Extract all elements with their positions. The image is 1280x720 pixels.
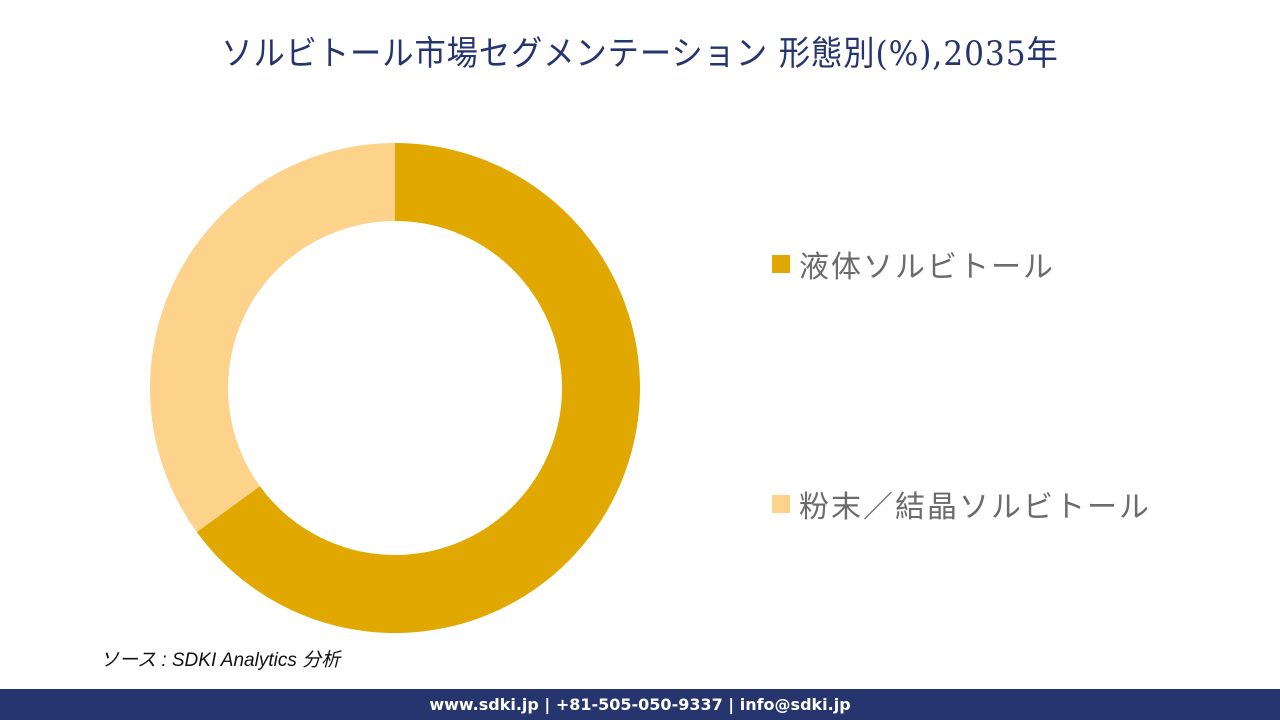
legend-swatch-liquid xyxy=(772,255,790,273)
donut-svg xyxy=(150,143,640,633)
legend-label-liquid: 液体ソルビトール xyxy=(799,250,1055,285)
source-note: ソース : SDKI Analytics 分析 xyxy=(100,650,341,671)
footer-contact: www.sdki.jp | +81-505-050-9337 | info@sd… xyxy=(429,695,851,714)
legend-item-powder: 粉末／結晶ソルビトール xyxy=(772,482,1151,526)
donut-segment-1 xyxy=(150,143,395,533)
legend-swatch-powder xyxy=(772,495,790,513)
legend-label-powder: 粉末／結晶ソルビトール xyxy=(799,490,1151,525)
footer-bar: www.sdki.jp | +81-505-050-9337 | info@sd… xyxy=(0,689,1280,720)
donut-segment-0 xyxy=(196,143,640,633)
donut-chart xyxy=(150,143,640,633)
legend-item-liquid: 液体ソルビトール xyxy=(772,242,1055,286)
chart-title: ソルビトール市場セグメンテーション 形態別(%),2035年 xyxy=(221,34,1059,74)
